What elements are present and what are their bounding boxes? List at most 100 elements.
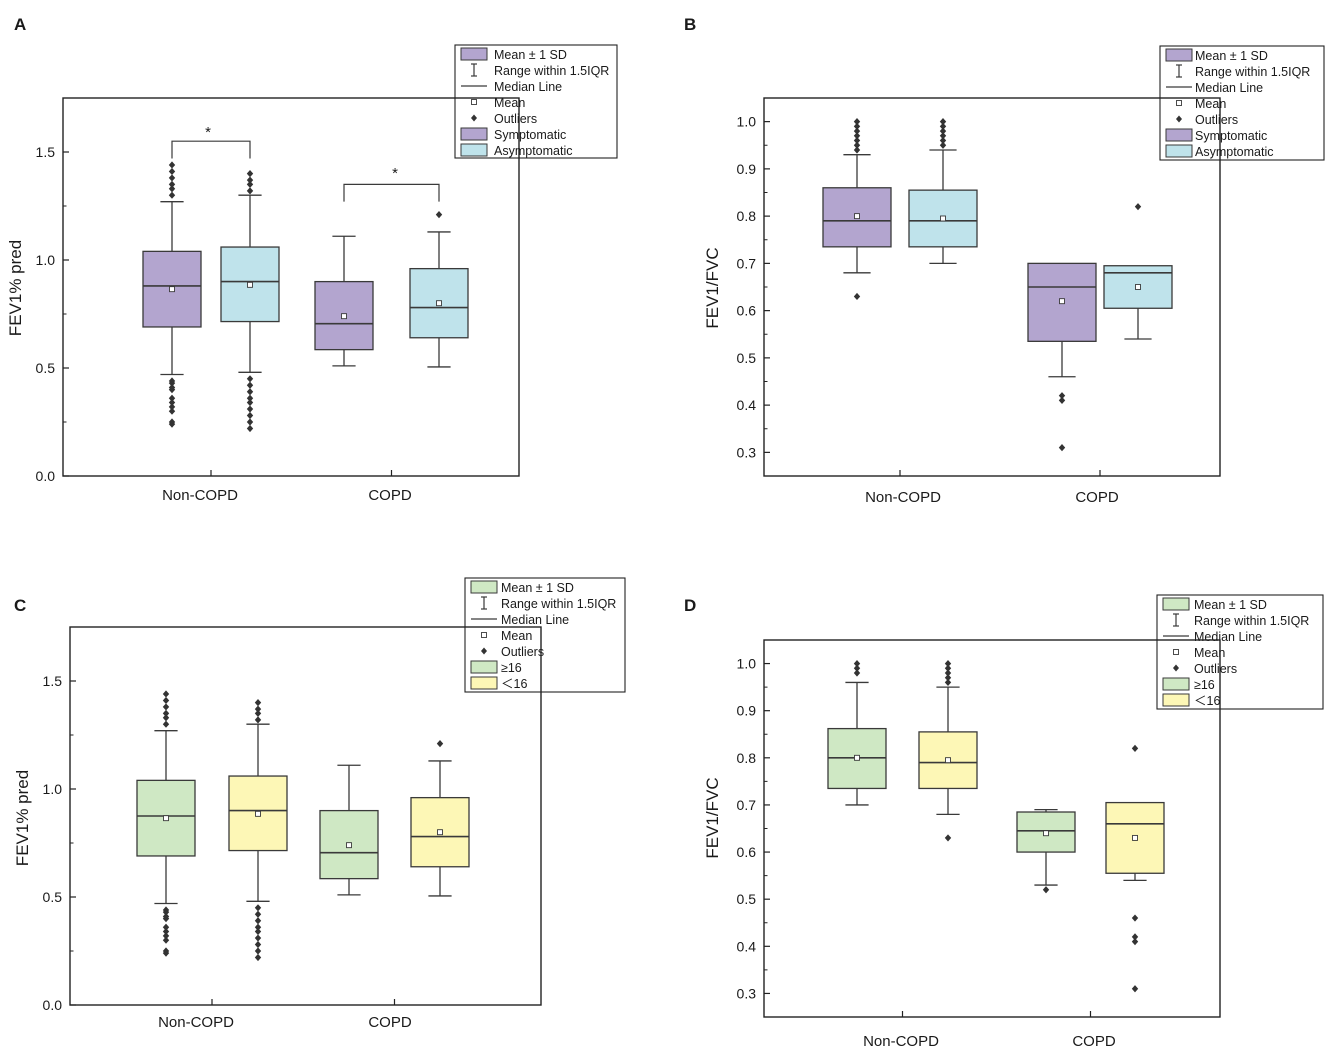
y-tick-label: 0.5 [737, 350, 757, 366]
outlier-point [853, 136, 861, 145]
y-tick-label: 1.5 [43, 673, 63, 689]
y-tick-label: 0.3 [737, 444, 757, 460]
legend-symbol-outlier [1173, 664, 1179, 672]
outlier-point [254, 709, 262, 717]
legend-symbol-color [1165, 144, 1193, 158]
legend-symbol-mean [471, 99, 477, 105]
y-tick-label: 0.5 [43, 889, 63, 905]
outlier-point [944, 659, 952, 668]
outlier-point [246, 398, 254, 407]
outlier-point [853, 664, 861, 672]
outlier-point [1058, 396, 1066, 404]
y-tick-label: 0.7 [737, 797, 757, 813]
outlier-point [246, 381, 254, 389]
plot-frame [62, 97, 520, 477]
mean-marker [945, 757, 951, 764]
legend-symbol-color [460, 143, 488, 157]
y-tick-label: 0.3 [737, 985, 757, 1001]
outlier-point [436, 740, 444, 748]
outlier-point [944, 669, 952, 677]
outlier-point [1131, 914, 1139, 922]
outlier-point [246, 187, 254, 195]
outlier-point [246, 170, 254, 178]
y-tick-label: 0.5 [737, 891, 757, 907]
outlier-point [246, 388, 254, 396]
outlier-point [168, 161, 176, 169]
outlier-point [162, 690, 170, 698]
outlier-point [435, 211, 443, 219]
legend-label: Median Line [494, 80, 562, 94]
y-tick-label: 0.7 [737, 255, 757, 271]
outlier-point [162, 927, 170, 936]
legend-symbol-color [470, 660, 498, 674]
outlier-point [1131, 933, 1139, 941]
legend-label: Outliers [1194, 662, 1237, 676]
outlier-point [162, 696, 170, 705]
outlier-point [246, 424, 254, 433]
mean-marker [341, 313, 347, 320]
outlier-point [254, 904, 262, 912]
y-tick-label: 1.0 [36, 252, 56, 268]
mean-marker [169, 286, 175, 293]
x-category-label: COPD [1075, 489, 1119, 506]
legend-frame [1156, 594, 1324, 710]
legend-label: Symptomatic [494, 128, 566, 142]
legend-label: ≥16 [1194, 678, 1215, 692]
legend-label: Range within 1.5IQR [1194, 614, 1309, 628]
outlier-point [168, 191, 176, 199]
outlier-point [162, 947, 170, 955]
legend-symbol-mean [1176, 100, 1182, 106]
outlier-point [853, 669, 861, 677]
outlier-point [246, 405, 254, 413]
y-tick-label: 0.6 [737, 303, 757, 319]
mean-marker [437, 829, 443, 836]
outlier-point [168, 383, 176, 392]
y-tick-label: 1.0 [43, 781, 63, 797]
y-tick-label: 0.0 [36, 468, 56, 484]
legend-symbol-outlier [471, 114, 477, 122]
legend-label: Range within 1.5IQR [1195, 65, 1310, 79]
legend: Mean ± 1 SD Range within 1.5IQR Median L… [1156, 594, 1324, 710]
outlier-point [939, 118, 947, 126]
y-tick-label: 0.9 [737, 161, 757, 177]
outlier-point [162, 720, 170, 728]
mean-marker [1043, 830, 1049, 837]
legend-symbol-box [1165, 48, 1193, 62]
legend-symbol-color [1162, 677, 1190, 691]
y-axis-label: FEV1/FVC [703, 777, 722, 858]
legend-symbol-box [460, 47, 488, 61]
legend: Mean ± 1 SD Range within 1.5IQR Median L… [1159, 45, 1325, 161]
y-tick-label: 0.9 [737, 703, 757, 719]
legend-label: Median Line [1195, 81, 1263, 95]
outlier-point [853, 118, 861, 126]
x-category-label: COPD [368, 487, 412, 504]
outlier-point [168, 167, 176, 176]
legend-symbol-outlier [481, 647, 487, 655]
significance-annotation: * [205, 124, 211, 141]
mean-marker [1059, 298, 1065, 305]
legend-symbol-box [470, 580, 498, 594]
outlier-point [939, 127, 947, 135]
mean-marker [255, 810, 261, 817]
panel-c: C FEV1% pred Non-COPD COPD Mean ± 1 SD R… [13, 577, 626, 1031]
y-tick-label: 0.5 [36, 360, 56, 376]
legend-label: Mean [501, 629, 532, 643]
outlier-point [246, 375, 254, 383]
outlier-point [246, 411, 254, 420]
outlier-point [168, 377, 176, 385]
outlier-point [162, 714, 170, 722]
outlier-point [168, 394, 176, 402]
outlier-point [254, 927, 262, 936]
outlier-point [246, 180, 254, 188]
outlier-point [162, 912, 170, 921]
outlier-point [254, 705, 262, 713]
outlier-point [853, 141, 861, 149]
legend-label: Range within 1.5IQR [494, 64, 609, 78]
outlier-point [939, 132, 947, 140]
outlier-point [939, 136, 947, 145]
legend-label: Median Line [501, 613, 569, 627]
mean-marker [1135, 284, 1141, 290]
legend-symbol-box [1162, 597, 1190, 611]
outlier-point [944, 664, 952, 672]
legend-label: Asymptomatic [1195, 145, 1274, 159]
